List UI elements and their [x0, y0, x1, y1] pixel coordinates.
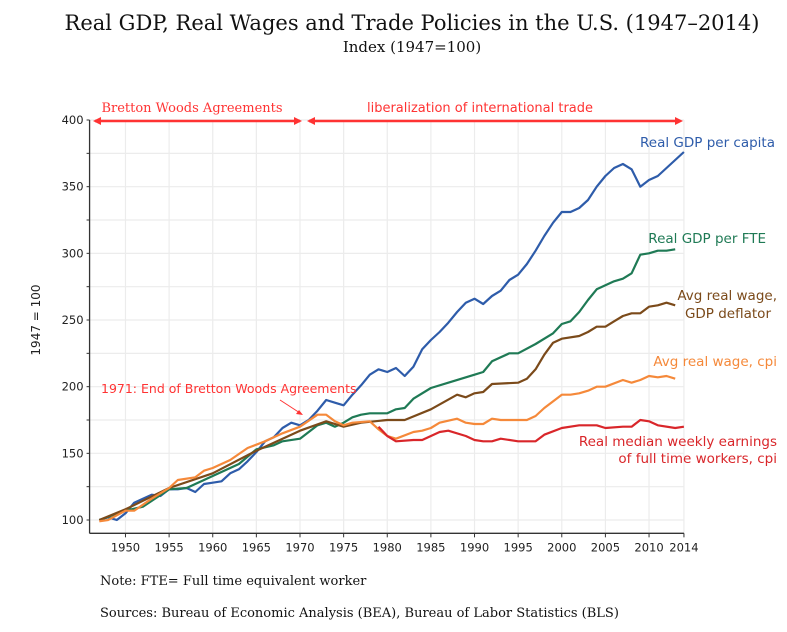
y-tick-label: 150	[62, 446, 84, 460]
event-arrow	[279, 399, 301, 414]
x-tick-label: 1995	[504, 540, 533, 554]
event-annotation: 1971: End of Bretton Woods Agreements	[101, 381, 357, 396]
y-tick-label: 200	[62, 380, 84, 394]
y-tick-label: 250	[62, 313, 84, 327]
sources-text: Sources: Bureau of Economic Analysis (BE…	[100, 606, 619, 621]
x-tick-label: 2010	[634, 540, 663, 554]
label-median-line1: Real median weekly earnings	[579, 434, 777, 450]
x-tick-label: 1970	[285, 540, 314, 554]
period-label-liberalization: liberalization of international trade	[367, 101, 593, 116]
label-wage-deflator-line2: GDP deflator	[685, 306, 771, 322]
y-axis-label: 1947 = 100	[29, 284, 43, 355]
x-tick-label: 2000	[547, 540, 576, 554]
note-text: Note: FTE= Full time equivalent worker	[100, 574, 367, 589]
x-tick-label: 1985	[416, 540, 445, 554]
chart-title: Real GDP, Real Wages and Trade Policies …	[65, 11, 760, 35]
x-tick-label: 1960	[198, 540, 227, 554]
x-tick-label: 2005	[591, 540, 620, 554]
x-tick-label: 1990	[460, 540, 489, 554]
event-arrowhead	[296, 410, 303, 415]
label-wage-deflator-line1: Avg real wage,	[677, 288, 777, 304]
chart-subtitle: Index (1947=100)	[343, 38, 481, 56]
y-tick-label: 400	[62, 113, 84, 127]
x-tick-label: 1975	[329, 540, 358, 554]
y-tick-label: 300	[62, 246, 84, 260]
series-line-real-gdp-per-capita	[98, 151, 685, 522]
label-median-line2: of full time workers, cpi	[618, 451, 777, 467]
x-tick-label: 1965	[242, 540, 271, 554]
series-line-avg-real-wage-gdp-deflator	[98, 301, 676, 522]
label-gdp-per-capita: Real GDP per capita	[640, 135, 775, 151]
y-tick-label: 100	[62, 513, 84, 527]
x-tick-label: 1950	[111, 540, 140, 554]
series-labels: Real GDP per capita Real GDP per FTE Avg…	[579, 135, 777, 467]
x-tick-label: 2014	[669, 540, 698, 554]
series-line-avg-real-wage-cpi	[99, 374, 676, 523]
y-tick-label: 350	[62, 180, 84, 194]
label-wage-cpi: Avg real wage, cpi	[653, 354, 777, 370]
axes: 100 150 200 250 300 350 400 1950 1955 1960 1965 197…	[62, 113, 699, 554]
x-tick-label: 1955	[154, 540, 183, 554]
series-line-real-median-weekly-earnings-of-full-time-workers-cpi	[377, 418, 685, 443]
period-label-bretton-woods: Bretton Woods Agreements	[101, 101, 282, 116]
series-group	[98, 151, 685, 523]
x-tick-label: 1980	[373, 540, 402, 554]
period-annotations: Bretton Woods Agreements liberalization …	[93, 101, 683, 415]
label-gdp-per-fte: Real GDP per FTE	[648, 231, 766, 247]
